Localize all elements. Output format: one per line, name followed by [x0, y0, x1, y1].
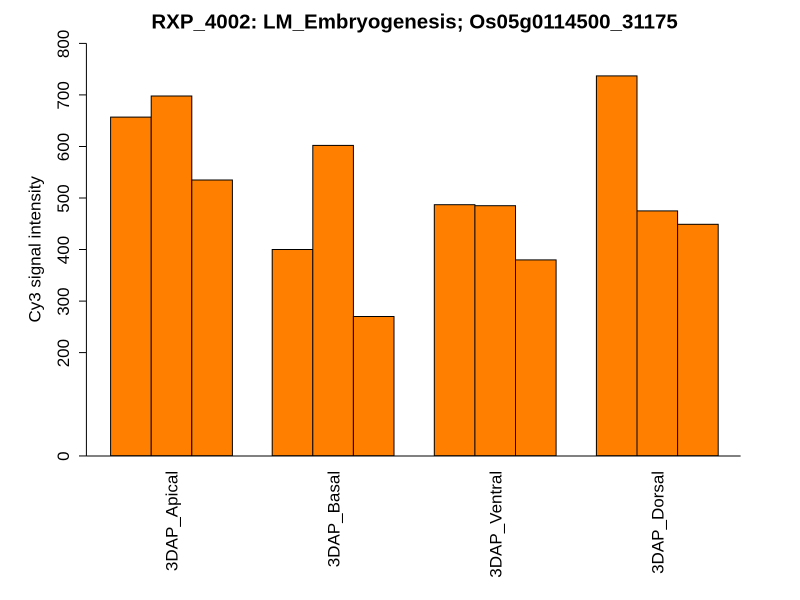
svg-text:RXP_4002: LM_Embryogenesis; Os: RXP_4002: LM_Embryogenesis; Os05g0114500…	[151, 11, 678, 34]
svg-text:300: 300	[54, 287, 73, 315]
svg-text:600: 600	[54, 133, 73, 161]
svg-text:400: 400	[54, 236, 73, 264]
svg-text:3DAP_Ventral: 3DAP_Ventral	[486, 471, 505, 578]
svg-text:3DAP_Apical: 3DAP_Apical	[163, 471, 182, 571]
svg-text:Cy3 signal intensity: Cy3 signal intensity	[25, 176, 44, 323]
svg-text:800: 800	[54, 30, 73, 58]
svg-text:500: 500	[54, 184, 73, 212]
svg-text:700: 700	[54, 81, 73, 109]
svg-text:200: 200	[54, 339, 73, 367]
svg-text:3DAP_Basal: 3DAP_Basal	[324, 471, 343, 567]
svg-text:3DAP_Dorsal: 3DAP_Dorsal	[649, 471, 668, 574]
svg-text:0: 0	[54, 451, 73, 460]
